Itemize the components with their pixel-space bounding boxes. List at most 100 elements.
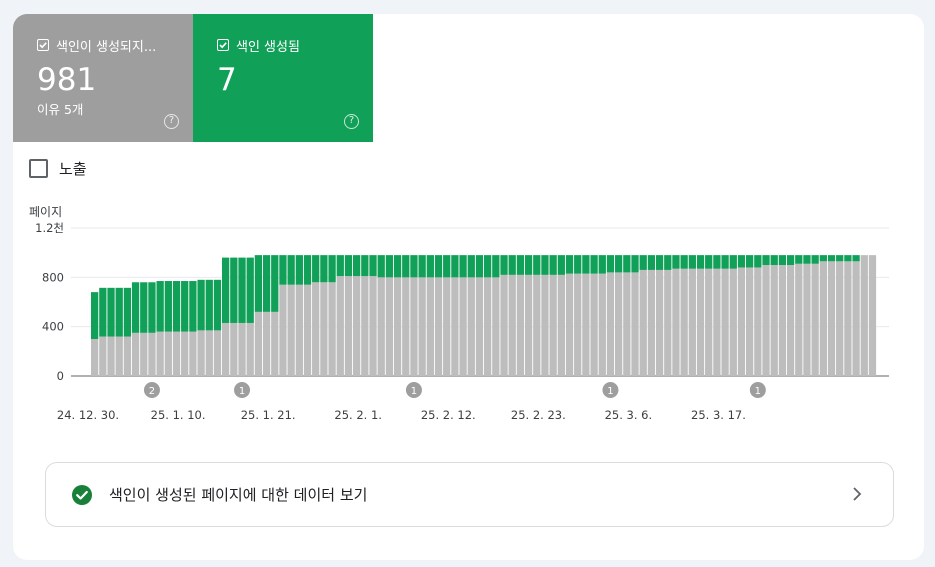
bar-segment bbox=[598, 273, 606, 376]
bar-segment bbox=[369, 276, 377, 376]
help-icon[interactable]: ? bbox=[164, 114, 179, 129]
bar-segment bbox=[434, 277, 443, 376]
bar-segment bbox=[377, 255, 385, 278]
bar-segment bbox=[549, 255, 557, 275]
bar-segment bbox=[156, 281, 164, 332]
bar-segment bbox=[533, 255, 541, 275]
bar-segment bbox=[582, 255, 590, 274]
checkbox-checked-icon[interactable] bbox=[217, 39, 229, 51]
bar-segment bbox=[262, 311, 271, 376]
bar-segment bbox=[148, 332, 156, 376]
bar-segment bbox=[426, 255, 434, 278]
bar-segment bbox=[164, 331, 172, 376]
bar-segment bbox=[565, 273, 574, 376]
y-tick-label: 1.2천 bbox=[35, 221, 64, 235]
bar-segment bbox=[737, 255, 746, 268]
annotation-marker bbox=[405, 382, 422, 398]
bar-segment bbox=[639, 255, 647, 270]
bar-segment bbox=[836, 261, 844, 376]
x-tick-label: 25. 2. 12. bbox=[421, 408, 476, 422]
bar-segment bbox=[688, 268, 696, 376]
bar-segment bbox=[91, 339, 99, 376]
bar-segment bbox=[508, 255, 516, 275]
bar-segment bbox=[418, 277, 426, 376]
indexed-tile[interactable]: 색인 생성됨 7 ? bbox=[193, 14, 373, 142]
bar-segment bbox=[754, 267, 762, 376]
bar-segment bbox=[189, 281, 197, 332]
bar-segment bbox=[279, 284, 287, 376]
not-indexed-tile[interactable]: 색인이 생성되지... 981 이유 5개 ? bbox=[13, 14, 193, 142]
bar-segment bbox=[99, 287, 107, 337]
bar-segment bbox=[443, 255, 451, 278]
bar-segment bbox=[402, 277, 410, 376]
bar-segment bbox=[844, 261, 852, 376]
bar-segment bbox=[729, 255, 737, 269]
checkbox-checked-icon[interactable] bbox=[37, 39, 49, 51]
x-tick-label: 25. 2. 1. bbox=[334, 408, 382, 422]
bar-segment bbox=[451, 255, 459, 278]
bar-segment bbox=[868, 255, 877, 376]
bar-segment bbox=[623, 255, 631, 273]
bar-segment bbox=[107, 287, 115, 337]
impressions-toggle[interactable]: 노출 bbox=[29, 158, 87, 179]
bar-segment bbox=[533, 274, 541, 376]
bar-segment bbox=[271, 255, 279, 312]
bar-segment bbox=[254, 255, 263, 312]
bar-segment bbox=[565, 255, 574, 274]
bar-segment bbox=[688, 255, 696, 269]
bar-segment bbox=[262, 255, 271, 312]
bar-segment bbox=[418, 255, 426, 278]
bar-segment bbox=[393, 277, 402, 376]
bar-segment bbox=[107, 336, 115, 376]
annotation-label: 2 bbox=[149, 386, 155, 397]
bar-segment bbox=[197, 279, 205, 331]
bar-segment bbox=[254, 311, 263, 376]
bar-segment bbox=[549, 274, 557, 376]
bar-segment bbox=[467, 277, 475, 376]
bar-segment bbox=[402, 255, 410, 278]
bar-segment bbox=[827, 255, 836, 262]
bar-segment bbox=[705, 255, 713, 269]
bar-segment bbox=[590, 255, 598, 274]
bar-segment bbox=[353, 255, 361, 277]
bar-segment bbox=[148, 282, 156, 333]
bar-segment bbox=[303, 284, 312, 376]
checkbox-unchecked-icon[interactable] bbox=[29, 159, 48, 178]
bar-segment bbox=[230, 322, 238, 376]
bar-segment bbox=[131, 282, 140, 333]
bar-segment bbox=[385, 255, 394, 278]
indexed-label: 색인 생성됨 bbox=[236, 39, 300, 55]
annotation-marker bbox=[602, 382, 619, 398]
x-tick-label: 25. 2. 23. bbox=[511, 408, 566, 422]
bar-segment bbox=[672, 255, 680, 269]
bar-segment bbox=[336, 276, 344, 376]
bar-segment bbox=[680, 268, 688, 376]
bar-segment bbox=[672, 268, 680, 376]
bar-segment bbox=[664, 255, 672, 270]
bar-segment bbox=[696, 255, 705, 269]
y-tick-label: 400 bbox=[42, 320, 64, 334]
y-tick-label: 0 bbox=[57, 369, 64, 383]
bar-segment bbox=[811, 263, 819, 376]
help-icon[interactable]: ? bbox=[344, 114, 359, 129]
bar-segment bbox=[762, 265, 770, 376]
bar-segment bbox=[181, 281, 189, 332]
bar-segment bbox=[434, 255, 443, 278]
bar-segment bbox=[598, 255, 606, 274]
bar-segment bbox=[205, 279, 213, 331]
view-indexed-data-button[interactable]: 색인이 생성된 페이지에 대한 데이터 보기 bbox=[45, 462, 894, 527]
bar-segment bbox=[852, 255, 860, 262]
bar-segment bbox=[344, 255, 353, 277]
bar-segment bbox=[803, 255, 811, 264]
bar-segment bbox=[516, 274, 525, 376]
bar-segment bbox=[484, 255, 492, 278]
bar-segment bbox=[557, 274, 565, 376]
bar-segment bbox=[287, 255, 295, 285]
bar-segment bbox=[99, 336, 107, 376]
bar-segment bbox=[238, 322, 246, 376]
bar-segment bbox=[385, 277, 394, 376]
x-tick-label: 24. 12. 30. bbox=[57, 408, 119, 422]
bar-segment bbox=[328, 255, 336, 283]
bar-segment bbox=[696, 268, 705, 376]
bar-segment bbox=[606, 272, 615, 376]
